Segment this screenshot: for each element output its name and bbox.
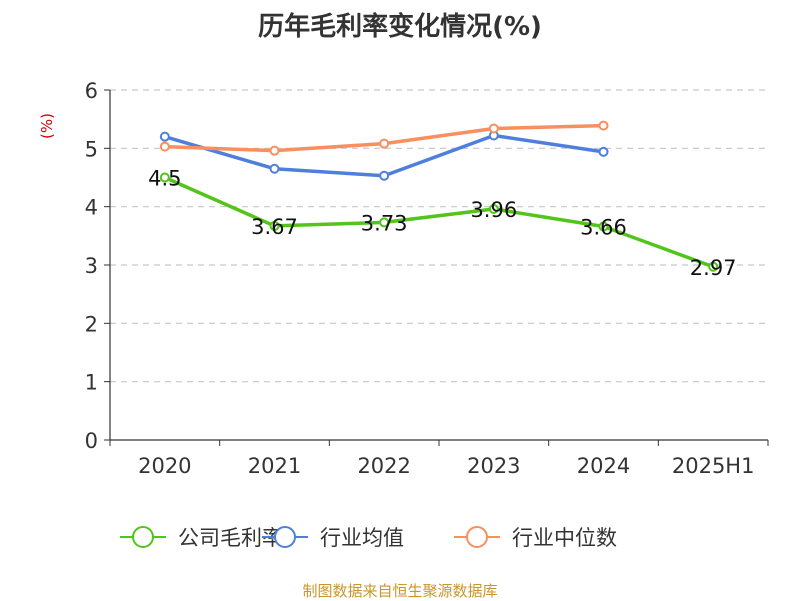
axes: [109, 90, 768, 441]
data-label: 3.66: [580, 216, 627, 240]
data-point: [269, 220, 280, 231]
data-label: 3.96: [470, 198, 517, 222]
y-tick-label: 5: [85, 137, 98, 161]
data-point: [708, 261, 719, 272]
legend-marker: [132, 526, 154, 548]
data-point: [379, 170, 390, 181]
data-point: [598, 146, 609, 157]
x-tick-label: 2023: [467, 454, 520, 478]
data-point: [159, 131, 170, 142]
data-label: 3.67: [251, 215, 298, 239]
legend: 公司毛利率 行业均值 行业中位数: [120, 526, 617, 550]
chart-title: 历年毛利率变化情况(%): [258, 12, 542, 42]
y-tick-label: 3: [85, 254, 98, 278]
legend-label: 行业中位数: [512, 526, 617, 550]
data-point: [379, 217, 390, 228]
source-note: 制图数据来自恒生聚源数据库: [302, 582, 498, 600]
y-tick-label: 2: [85, 312, 98, 336]
y-axis-label: (%): [38, 113, 56, 139]
data-label: 2.97: [690, 256, 737, 280]
y-axis-ticks: 0 1 2 3 4 5 6: [85, 79, 110, 453]
data-point: [379, 138, 390, 149]
x-axis-ticks: 2020 2021 2022 2023 2024 2025H1: [109, 440, 769, 478]
x-tick-label: 2020: [138, 454, 191, 478]
y-tick-label: 4: [85, 196, 98, 220]
data-point: [159, 172, 170, 183]
series-points: [159, 120, 719, 272]
y-tick-label: 6: [85, 79, 98, 103]
series-line: [164, 175, 714, 269]
data-label: 3.73: [361, 211, 408, 235]
data-point: [488, 204, 499, 214]
x-tick-label: 2024: [577, 454, 630, 478]
series-lines: [164, 123, 714, 269]
x-tick-label: 2022: [357, 454, 410, 478]
data-label: 4.5: [148, 167, 181, 191]
legend-label: 行业均值: [320, 526, 404, 550]
data-point: [488, 123, 499, 134]
legend-marker: [466, 526, 488, 548]
grid-lines: [110, 89, 768, 383]
data-point: [159, 141, 170, 152]
data-point: [598, 221, 609, 232]
data-point: [269, 163, 280, 174]
x-tick-label: 2021: [248, 454, 301, 478]
legend-marker: [274, 526, 296, 548]
x-tick-label: 2025H1: [672, 454, 755, 478]
y-tick-label: 0: [85, 429, 98, 453]
y-tick-label: 1: [85, 371, 98, 395]
data-point: [269, 145, 280, 156]
data-labels: 4.5 3.67 3.73 3.96 3.66 2.97: [148, 167, 736, 280]
data-point: [598, 120, 609, 131]
